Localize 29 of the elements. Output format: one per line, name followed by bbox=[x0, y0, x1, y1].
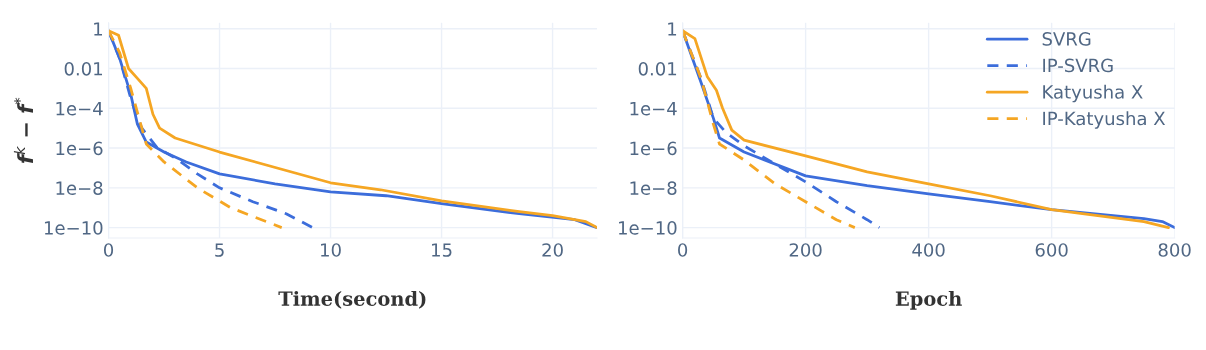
y-tick-label: 1e−8 bbox=[630, 181, 677, 195]
legend-label: Katyusha X bbox=[1043, 84, 1143, 103]
x-tick-label: 400 bbox=[912, 243, 945, 257]
y-tick-label: 1e−10 bbox=[619, 221, 677, 235]
x-tick-label: 0 bbox=[103, 243, 114, 257]
x-tick-label: 0 bbox=[678, 243, 688, 257]
y-tick-label: 0.01 bbox=[64, 61, 103, 76]
y-axis-title: f$^{k}$ − f$^{*}$ bbox=[13, 97, 33, 164]
y-tick-label: 1e−4 bbox=[630, 101, 677, 116]
legend-label: IP-Katyusha X bbox=[1043, 111, 1166, 129]
y-tick-label: 1e−6 bbox=[630, 141, 677, 156]
y-tick-label: 1e−10 bbox=[44, 221, 103, 235]
x-tick-label: 20 bbox=[542, 243, 563, 257]
x-tick-label: 15 bbox=[432, 243, 452, 257]
legend-label: IP-SVRG bbox=[1043, 58, 1113, 73]
y-tick-label: 1e−6 bbox=[56, 141, 103, 156]
x-tick-label: 600 bbox=[1035, 243, 1068, 257]
x-tick-label: 800 bbox=[1158, 243, 1191, 257]
y-tick-label: 0.01 bbox=[638, 61, 677, 76]
x-axis-title: Epoch bbox=[895, 290, 962, 310]
y-tick-label: 1e−8 bbox=[56, 181, 103, 195]
x-axis-title: Time(second) bbox=[278, 290, 426, 309]
legend-label: SVRG bbox=[1042, 32, 1091, 46]
x-tick-label: 200 bbox=[789, 243, 822, 257]
y-tick-label: 1 bbox=[668, 22, 677, 36]
y-tick-label: 1e−4 bbox=[56, 101, 103, 116]
y-tick-label: 1 bbox=[94, 22, 103, 36]
x-tick-label: 10 bbox=[321, 243, 341, 257]
x-tick-label: 5 bbox=[215, 243, 224, 257]
